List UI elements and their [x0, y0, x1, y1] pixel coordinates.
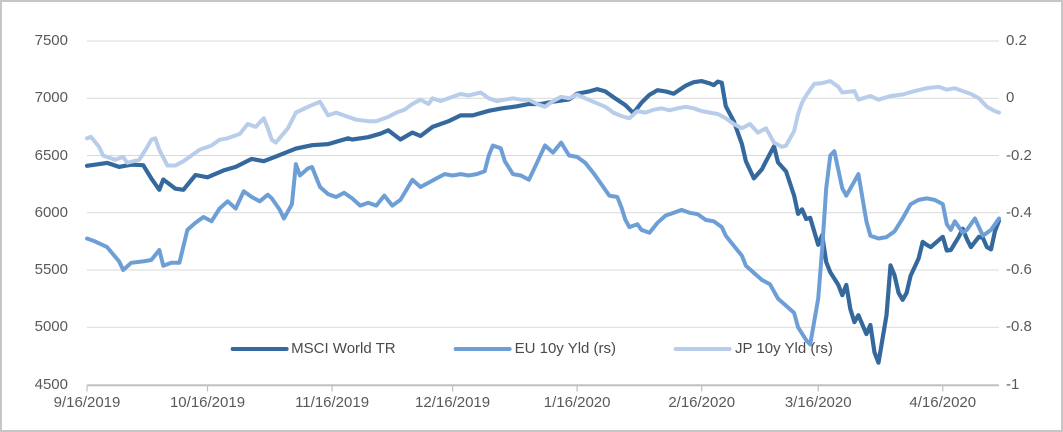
series-line-0 — [84, 78, 1002, 365]
y-axis-right-label: -0.4 — [1006, 203, 1032, 221]
y-axis-left-label: 4500 — [34, 375, 68, 393]
x-axis-label: 12/16/2019 — [415, 394, 491, 411]
y-axis-right-label: -0.8 — [1006, 318, 1032, 336]
series-line-1 — [85, 140, 1001, 347]
y-axis-right-label: 0 — [1006, 89, 1015, 107]
y-axis-left-label: 5000 — [34, 318, 68, 336]
legend-item-msci-world-tr: MSCI World TR — [230, 340, 396, 357]
y-axis-left-label: 6000 — [34, 203, 68, 221]
legend-line-swatch — [674, 346, 733, 351]
series-line-2 — [85, 79, 1001, 168]
legend-item-eu-10y-yld-rs-: EU 10y Yld (rs) — [453, 340, 617, 357]
y-axis-left-label: 7500 — [34, 32, 68, 49]
legend-line-swatch — [453, 346, 512, 351]
x-axis-label: 9/16/2019 — [53, 394, 121, 411]
y-axis-right-label: -1 — [1006, 375, 1020, 393]
y-axis-right-label: 0.2 — [1006, 32, 1027, 49]
legend-line-swatch — [230, 346, 289, 351]
y-axis-right-label: -0.6 — [1006, 261, 1032, 278]
x-axis-label: 1/16/2020 — [543, 394, 611, 411]
y-axis-left-label: 6500 — [34, 146, 68, 164]
legend-label: MSCI World TR — [291, 340, 396, 357]
legend-label: EU 10y Yld (rs) — [514, 340, 617, 357]
legend: MSCI World TR EU 10y Yld (rs) JP 10y Yld (… — [230, 340, 833, 357]
x-axis-label: 10/16/2019 — [169, 394, 246, 411]
legend-label: JP 10y Yld (rs) — [735, 340, 833, 357]
y-axis-right-label: -0.2 — [1006, 146, 1032, 164]
legend-item-jp-10y-yld-rs-: JP 10y Yld (rs) — [674, 340, 833, 357]
x-axis-label: 3/16/2020 — [784, 394, 852, 411]
x-axis-label: 2/16/2020 — [668, 394, 736, 411]
x-axis-label: 11/16/2019 — [295, 394, 370, 411]
x-axis-label: 4/16/2020 — [909, 394, 977, 411]
y-axis-left-label: 7000 — [34, 89, 68, 107]
y-axis-left-label: 5500 — [34, 261, 68, 278]
